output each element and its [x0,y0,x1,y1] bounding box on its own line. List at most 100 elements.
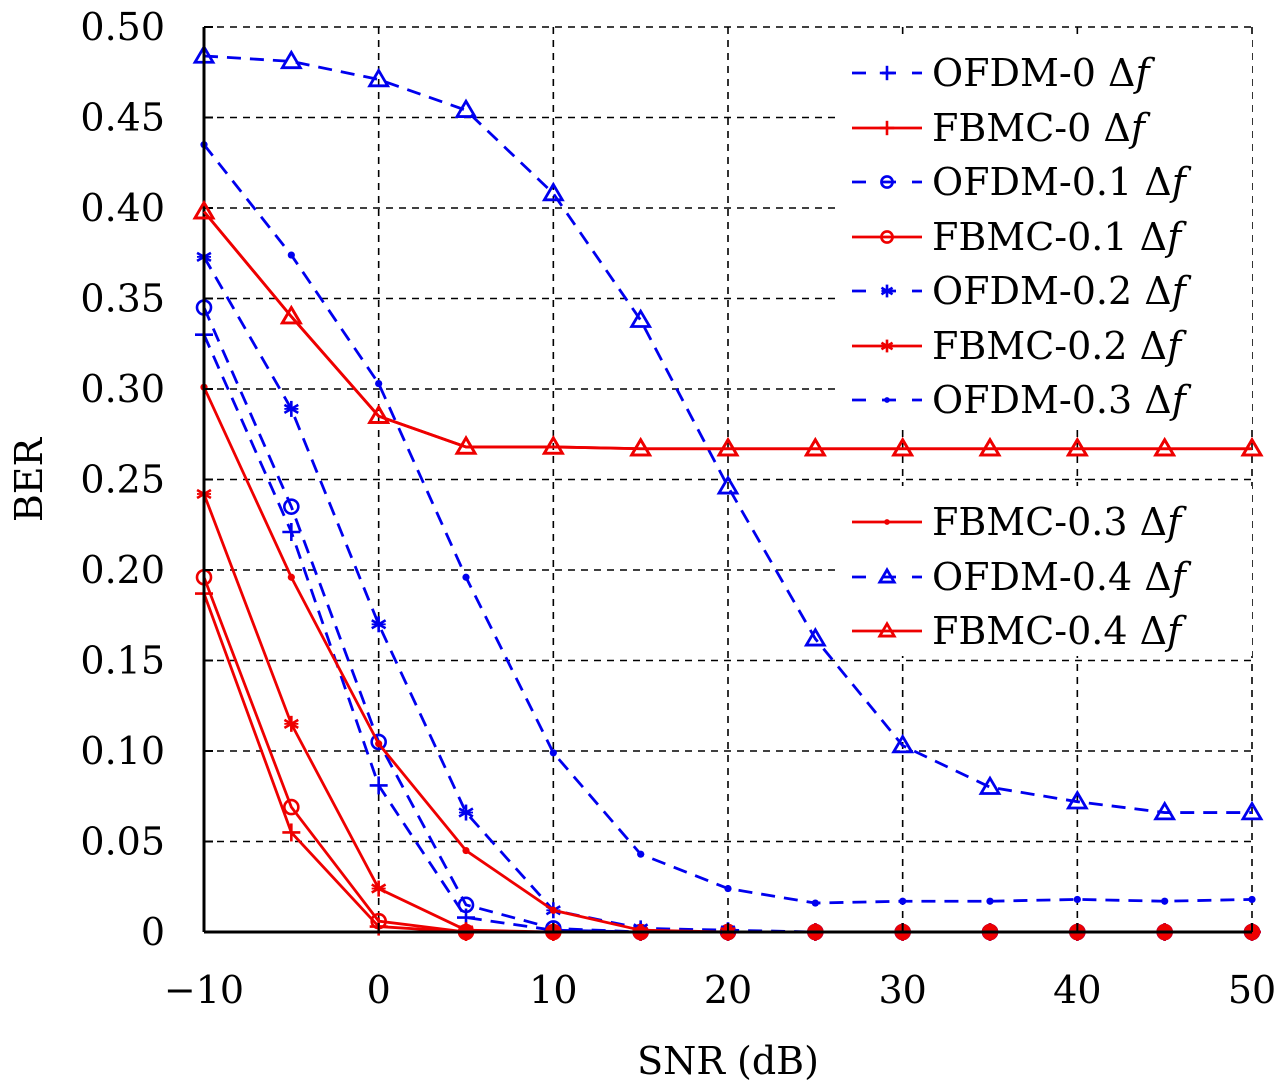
series-line [203,54,1252,814]
data-point-marker [369,776,388,795]
x-axis-label: SNR (dB) [637,1039,819,1083]
data-point-marker [282,522,301,541]
y-tick-label: 0.15 [80,639,165,683]
x-tick-label: 50 [1228,968,1276,1012]
data-point-marker [1240,436,1264,457]
x-tick-label: 30 [878,968,926,1012]
legend-marker-triangle-icon [877,567,897,584]
data-point-marker [283,798,300,816]
data-point-marker [716,474,740,495]
x-tick-label: 40 [1053,968,1101,1012]
legend-item: FBMC-0.3 Δf [852,500,1187,544]
data-point-marker [458,804,474,821]
data-point-marker [629,308,653,328]
data-point-marker [1065,436,1089,457]
legend-label: FBMC-0.1 Δf [932,215,1187,259]
data-point-marker [978,436,1002,457]
legend-item: FBMC-0.4 Δf [852,609,1187,653]
fbmc-zero-overlay [459,925,1259,939]
data-point-marker [462,846,470,855]
legend-marker-plus-icon [879,120,895,136]
data-point-marker [803,627,827,647]
data-point-marker [367,404,391,424]
legend-marker-dot-icon [884,519,890,525]
y-tick-label: 0.50 [80,5,165,49]
legend-item: FBMC-0.2 Δf [852,324,1187,368]
legend-box-top [838,36,1252,430]
data-point-marker [375,740,383,748]
data-point-marker [287,251,295,259]
legend-label: OFDM-0 Δf [932,51,1155,95]
legend-label: FBMC-0 Δf [932,106,1151,150]
data-point-marker [283,715,299,732]
y-tick-label: 0.05 [80,820,165,864]
data-point-marker [1153,436,1177,457]
data-point-marker [986,897,994,905]
data-point-marker [371,880,387,897]
y-tick-label: 0.35 [80,277,165,321]
data-point-marker [1065,789,1089,810]
legend-item: FBMC-0 Δf [852,106,1151,150]
data-point-marker [462,573,470,581]
series-ofdm-0-3 [200,141,1256,907]
legend-marker-triangle-icon [877,621,897,638]
data-point-marker [454,98,478,118]
legend-marker-asterisk-icon [880,339,894,353]
tick-labels: −10 0 10 20 30 40 50 0 0.05 0.10 0.15 0.20 0.25 0.30 0… [80,5,1276,1012]
data-point-marker [1153,800,1177,821]
x-tick-label: 10 [529,968,577,1012]
data-point-marker [370,733,387,751]
data-point-marker [716,436,740,457]
data-point-marker [811,899,819,907]
data-point-marker [629,436,653,457]
y-axis-label: BER [7,436,51,522]
data-point-marker [1240,800,1264,821]
data-point-marker [283,498,300,515]
data-point-marker [283,400,299,417]
legend-marker-plus-icon [879,65,895,81]
data-point-marker [282,823,301,842]
legend-box-bottom [838,486,1252,656]
data-point-marker [457,896,475,914]
data-point-marker [367,67,391,88]
legend-item: OFDM-0.3 Δf [852,378,1192,422]
series-line [202,210,1252,451]
data-point-marker [192,199,216,220]
data-point-marker [279,304,303,325]
data-point-marker [371,616,387,633]
y-tick-label: 0 [141,910,165,954]
legend-label: OFDM-0.2 Δf [932,269,1192,313]
series-ofdm-0-4 [192,44,1264,821]
legend-label: OFDM-0.4 Δf [932,555,1192,599]
data-point-marker [1248,895,1256,904]
legend-marker-circle-icon [880,175,894,189]
legend-marker-circle-icon [880,230,894,244]
data-point-marker [454,435,478,455]
legend-marker-asterisk-icon [880,284,894,298]
y-tick-label: 0.10 [80,729,165,773]
x-tick-label: −10 [164,968,244,1012]
legend-label: FBMC-0.2 Δf [932,324,1187,368]
y-tick-label: 0.20 [80,548,165,592]
series-fbmc-0-4-overlay [192,199,1264,457]
legend-marker-dot-icon [884,397,890,403]
legend-label: FBMC-0.3 Δf [932,500,1187,544]
data-point-marker [724,884,732,893]
x-tick-label: 0 [367,968,391,1012]
data-point-marker [891,436,915,457]
legend-item: OFDM-0.2 Δf [852,269,1192,313]
x-tick-label: 20 [704,968,752,1012]
legend-label: OFDM-0.1 Δf [932,160,1192,204]
data-point-marker [899,897,907,905]
data-point-marker [375,379,383,388]
data-point-marker [549,749,557,757]
y-tick-label: 0.30 [80,367,165,411]
data-point-marker [1161,897,1169,905]
legend-label: OFDM-0.3 Δf [932,378,1192,422]
legend: OFDM-0 Δf FBMC-0 Δf OFDM-0.1 Δf FBMC-0.1 Δf… [838,36,1252,656]
data-point-marker [541,181,565,202]
y-tick-label: 0.45 [80,96,165,140]
data-point-marker [978,775,1002,795]
data-point-marker [279,49,303,70]
